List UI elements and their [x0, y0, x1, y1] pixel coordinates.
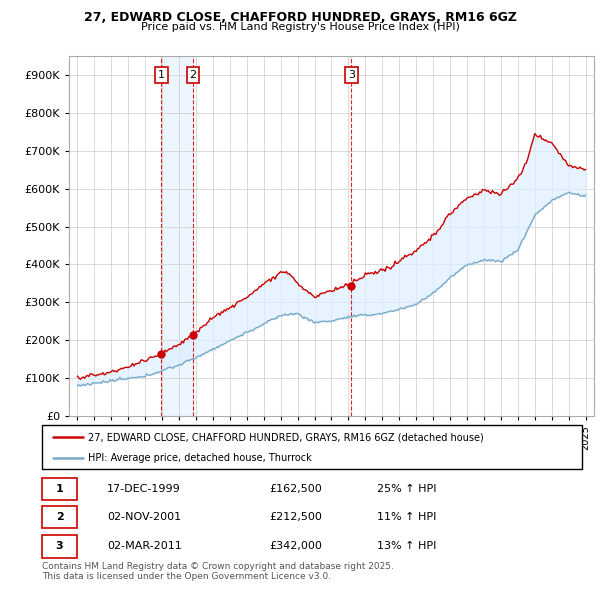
Text: £342,000: £342,000 — [269, 542, 322, 552]
Text: 2: 2 — [56, 512, 64, 522]
Text: 2: 2 — [190, 70, 197, 80]
Text: 3: 3 — [348, 70, 355, 80]
Text: HPI: Average price, detached house, Thurrock: HPI: Average price, detached house, Thur… — [88, 453, 311, 463]
FancyBboxPatch shape — [42, 506, 77, 529]
Text: 27, EDWARD CLOSE, CHAFFORD HUNDRED, GRAYS, RM16 6GZ (detached house): 27, EDWARD CLOSE, CHAFFORD HUNDRED, GRAY… — [88, 432, 484, 442]
Text: 1: 1 — [56, 484, 64, 494]
Text: £212,500: £212,500 — [269, 512, 322, 522]
Text: 02-NOV-2001: 02-NOV-2001 — [107, 512, 181, 522]
FancyBboxPatch shape — [42, 478, 77, 500]
Text: Contains HM Land Registry data © Crown copyright and database right 2025.
This d: Contains HM Land Registry data © Crown c… — [42, 562, 394, 581]
Text: 25% ↑ HPI: 25% ↑ HPI — [377, 484, 436, 494]
Text: 17-DEC-1999: 17-DEC-1999 — [107, 484, 181, 494]
Text: £162,500: £162,500 — [269, 484, 322, 494]
Bar — [161, 56, 193, 416]
Text: 11% ↑ HPI: 11% ↑ HPI — [377, 512, 436, 522]
FancyBboxPatch shape — [42, 425, 582, 469]
Text: 02-MAR-2011: 02-MAR-2011 — [107, 542, 182, 552]
Text: Price paid vs. HM Land Registry's House Price Index (HPI): Price paid vs. HM Land Registry's House … — [140, 22, 460, 32]
Text: 3: 3 — [56, 542, 64, 552]
Text: 1: 1 — [158, 70, 165, 80]
FancyBboxPatch shape — [42, 535, 77, 558]
Text: 27, EDWARD CLOSE, CHAFFORD HUNDRED, GRAYS, RM16 6GZ: 27, EDWARD CLOSE, CHAFFORD HUNDRED, GRAY… — [83, 11, 517, 24]
Text: 13% ↑ HPI: 13% ↑ HPI — [377, 542, 436, 552]
